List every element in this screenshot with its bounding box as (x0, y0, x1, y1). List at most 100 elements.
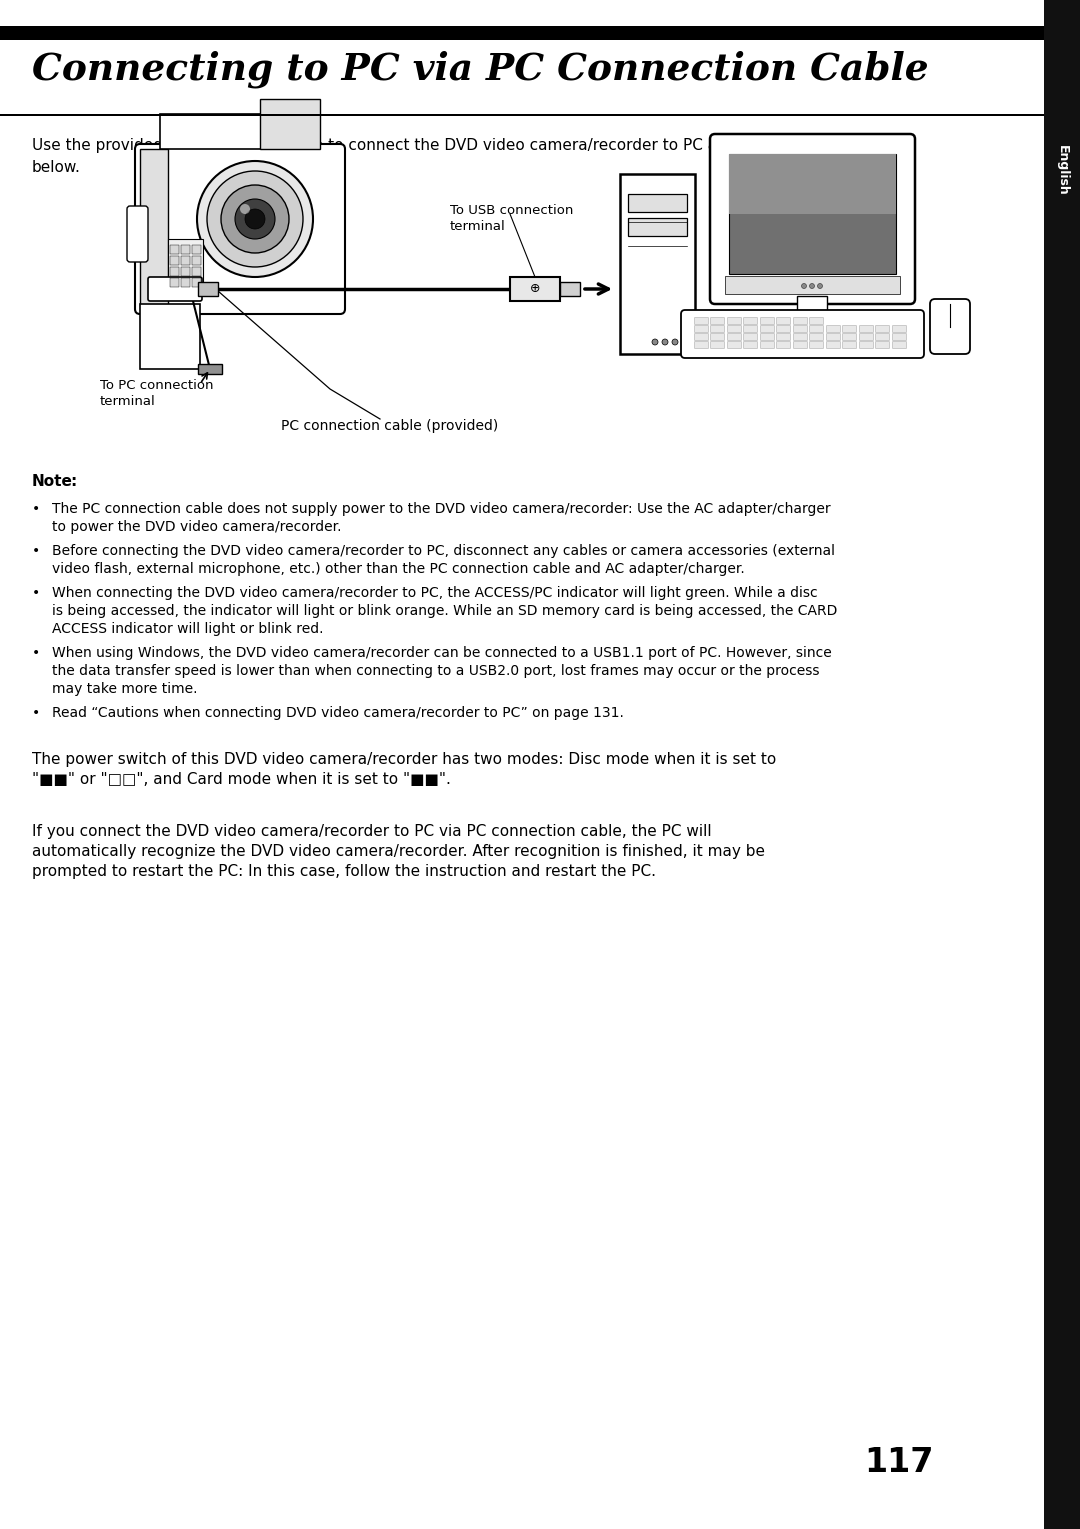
FancyBboxPatch shape (728, 341, 742, 349)
FancyBboxPatch shape (777, 318, 791, 324)
Text: :: : (70, 474, 77, 489)
FancyBboxPatch shape (135, 144, 345, 313)
FancyBboxPatch shape (148, 277, 202, 301)
Circle shape (240, 203, 249, 214)
FancyBboxPatch shape (826, 326, 840, 332)
FancyBboxPatch shape (892, 326, 906, 332)
FancyBboxPatch shape (728, 326, 742, 332)
FancyBboxPatch shape (842, 333, 856, 341)
Bar (729, 154, 896, 214)
Text: may take more time.: may take more time. (52, 682, 198, 696)
FancyBboxPatch shape (694, 341, 708, 349)
Text: terminal: terminal (450, 220, 505, 232)
Bar (0, 26, 1044, 40)
FancyBboxPatch shape (826, 333, 840, 341)
FancyBboxPatch shape (876, 333, 890, 341)
Text: Before connecting the DVD video camera/recorder to PC, disconnect any cables or : Before connecting the DVD video camera/r… (52, 544, 835, 558)
Text: Note: Note (32, 474, 72, 489)
Circle shape (235, 199, 275, 239)
Text: •: • (32, 645, 40, 661)
Bar (620, 174, 696, 355)
FancyBboxPatch shape (794, 333, 808, 341)
FancyBboxPatch shape (777, 333, 791, 341)
Circle shape (672, 339, 678, 346)
Text: Read “Cautions when connecting DVD video camera/recorder to PC” on page 131.: Read “Cautions when connecting DVD video… (52, 706, 624, 720)
Bar (170, 255, 179, 265)
Circle shape (221, 185, 289, 252)
Bar (627, 194, 687, 213)
Text: Use the provided PC connection cable to connect the DVD video camera/recorder to: Use the provided PC connection cable to … (32, 138, 779, 174)
Circle shape (245, 209, 265, 229)
FancyBboxPatch shape (842, 326, 856, 332)
Bar (797, 297, 827, 321)
Text: The power switch of this DVD video camera/recorder has two modes: Disc mode when: The power switch of this DVD video camer… (32, 752, 777, 768)
FancyBboxPatch shape (694, 326, 708, 332)
FancyBboxPatch shape (743, 318, 757, 324)
FancyBboxPatch shape (794, 326, 808, 332)
Text: When connecting the DVD video camera/recorder to PC, the ACCESS/PC indicator wil: When connecting the DVD video camera/rec… (52, 586, 818, 599)
Circle shape (197, 161, 313, 277)
Bar (0, 113, 1044, 116)
Text: •: • (32, 706, 40, 720)
Circle shape (818, 283, 823, 289)
FancyBboxPatch shape (860, 341, 874, 349)
Bar (627, 219, 687, 235)
Text: •: • (32, 544, 40, 558)
FancyBboxPatch shape (826, 341, 840, 349)
FancyBboxPatch shape (794, 341, 808, 349)
FancyBboxPatch shape (860, 326, 874, 332)
Circle shape (801, 283, 807, 289)
FancyBboxPatch shape (743, 341, 757, 349)
Text: ACCESS indicator will light or blink red.: ACCESS indicator will light or blink red… (52, 622, 324, 636)
Text: 117: 117 (864, 1446, 934, 1479)
Bar (260, 99, 320, 148)
Bar (729, 154, 896, 274)
Bar (192, 278, 201, 287)
Bar (561, 281, 580, 297)
FancyBboxPatch shape (810, 333, 824, 341)
Text: If you connect the DVD video camera/recorder to PC via PC connection cable, the : If you connect the DVD video camera/reco… (32, 824, 712, 839)
Text: automatically recognize the DVD video camera/recorder. After recognition is fini: automatically recognize the DVD video ca… (32, 844, 765, 859)
Text: to power the DVD video camera/recorder.: to power the DVD video camera/recorder. (52, 520, 341, 534)
Circle shape (207, 171, 303, 268)
Text: the data transfer speed is lower than when connecting to a USB2.0 port, lost fra: the data transfer speed is lower than wh… (52, 664, 820, 677)
Text: terminal: terminal (100, 394, 156, 408)
FancyBboxPatch shape (743, 326, 757, 332)
FancyBboxPatch shape (694, 333, 708, 341)
Bar (170, 245, 179, 254)
FancyBboxPatch shape (760, 333, 774, 341)
Text: prompted to restart the PC: In this case, follow the instruction and restart the: prompted to restart the PC: In this case… (32, 864, 656, 879)
Bar (192, 268, 201, 277)
Circle shape (662, 339, 669, 346)
Text: English: English (1055, 145, 1068, 196)
Bar (160, 115, 310, 148)
Bar (192, 255, 201, 265)
Text: •: • (32, 586, 40, 599)
Bar (181, 268, 190, 277)
FancyBboxPatch shape (810, 326, 824, 332)
Text: When using Windows, the DVD video camera/recorder can be connected to a USB1.1 p: When using Windows, the DVD video camera… (52, 645, 832, 661)
Text: PC connection cable (provided): PC connection cable (provided) (282, 419, 499, 433)
Text: To PC connection: To PC connection (100, 379, 214, 391)
FancyBboxPatch shape (842, 341, 856, 349)
FancyBboxPatch shape (743, 333, 757, 341)
FancyBboxPatch shape (711, 333, 725, 341)
FancyBboxPatch shape (728, 333, 742, 341)
FancyBboxPatch shape (711, 326, 725, 332)
Circle shape (652, 339, 658, 346)
FancyBboxPatch shape (711, 318, 725, 324)
Bar (192, 245, 201, 254)
Text: "■■" or "□□", and Card mode when it is set to "■■".: "■■" or "□□", and Card mode when it is s… (32, 772, 450, 787)
FancyBboxPatch shape (777, 326, 791, 332)
Text: Connecting to PC via PC Connection Cable: Connecting to PC via PC Connection Cable (32, 50, 929, 87)
Bar (181, 255, 190, 265)
Bar (168, 239, 203, 289)
FancyBboxPatch shape (876, 326, 890, 332)
FancyBboxPatch shape (794, 318, 808, 324)
FancyBboxPatch shape (930, 300, 970, 355)
Text: The PC connection cable does not supply power to the DVD video camera/recorder: : The PC connection cable does not supply … (52, 502, 831, 515)
FancyBboxPatch shape (694, 318, 708, 324)
Bar (170, 278, 179, 287)
FancyBboxPatch shape (777, 341, 791, 349)
Bar (181, 278, 190, 287)
